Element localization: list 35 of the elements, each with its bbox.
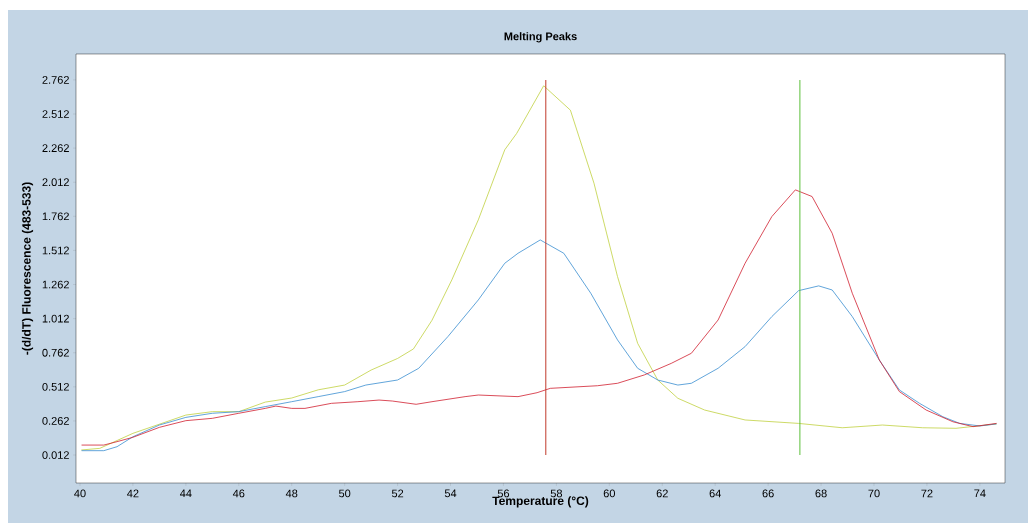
y-tick-label: 1.512 [42, 246, 69, 255]
chart-title: Melting Peaks [504, 32, 577, 43]
line-series [81, 239, 997, 452]
x-tick-label: 66 [762, 489, 774, 498]
y-tick-label: 1.762 [42, 212, 69, 221]
y-tick-label: 1.012 [42, 314, 69, 323]
y-tick-label: 0.512 [42, 382, 69, 391]
x-axis-title: Temperature (°C) [492, 496, 589, 508]
x-tick-label: 42 [127, 489, 139, 498]
x-tick-label: 56 [497, 489, 510, 498]
y-tick-label: 2.012 [42, 178, 69, 187]
x-tick-label: 64 [709, 489, 721, 498]
x-tick-label: 58 [550, 489, 563, 498]
x-tick-label: 62 [656, 489, 668, 498]
x-tick-label: 46 [232, 489, 245, 498]
x-tick-label: 54 [444, 489, 457, 498]
x-tick-label: 60 [603, 489, 615, 498]
y-tick-label: 2.512 [42, 110, 69, 118]
y-tick-label: 0.012 [42, 451, 69, 459]
x-tick-label: 68 [815, 489, 827, 498]
line-series [81, 189, 997, 446]
y-tick-label: 2.262 [42, 144, 69, 153]
y-tick-label: 0.262 [42, 417, 69, 425]
x-tick-label: 74 [974, 489, 986, 498]
y-tick-label: 1.262 [42, 280, 69, 289]
y-axis-title: -(d/dT) Fluorescence (483-533) [21, 182, 34, 355]
x-tick-label: 70 [868, 489, 880, 498]
x-tick-label: 50 [338, 489, 351, 498]
x-tick-label: 40 [74, 489, 86, 498]
x-tick-label: 44 [179, 489, 192, 498]
y-tick-label: 2.762 [42, 76, 69, 84]
x-tick-label: 48 [285, 489, 298, 498]
y-tick-label: 0.762 [42, 348, 69, 357]
x-tick-label: 52 [391, 489, 404, 498]
x-tick-label: 72 [921, 489, 933, 498]
